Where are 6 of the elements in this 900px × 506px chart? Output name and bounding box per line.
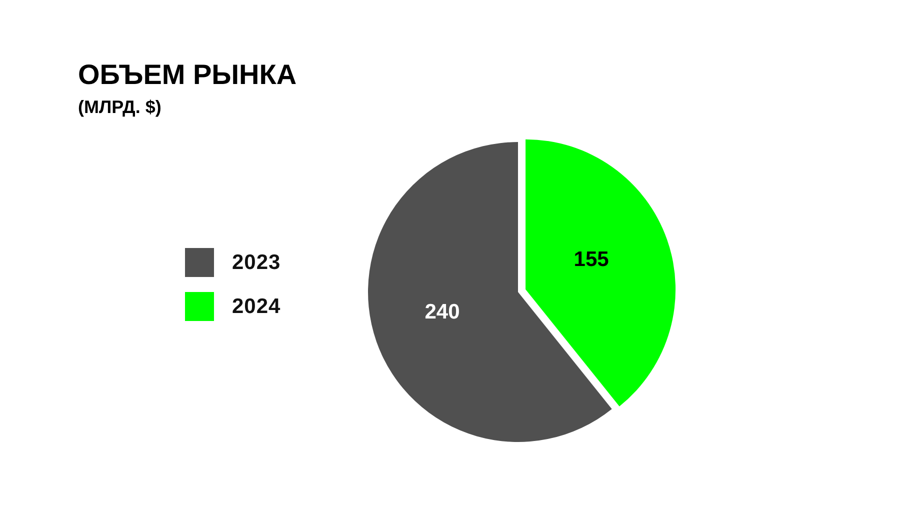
data-label: 155 — [574, 248, 610, 271]
data-label: 240 — [424, 300, 460, 324]
legend-label: 2024 — [232, 294, 281, 318]
chart-subtitle: (МЛРД. $) — [78, 97, 162, 117]
legend-label: 2023 — [232, 250, 281, 274]
chart-title: ОБЪЕМ РЫНКА — [78, 59, 297, 90]
